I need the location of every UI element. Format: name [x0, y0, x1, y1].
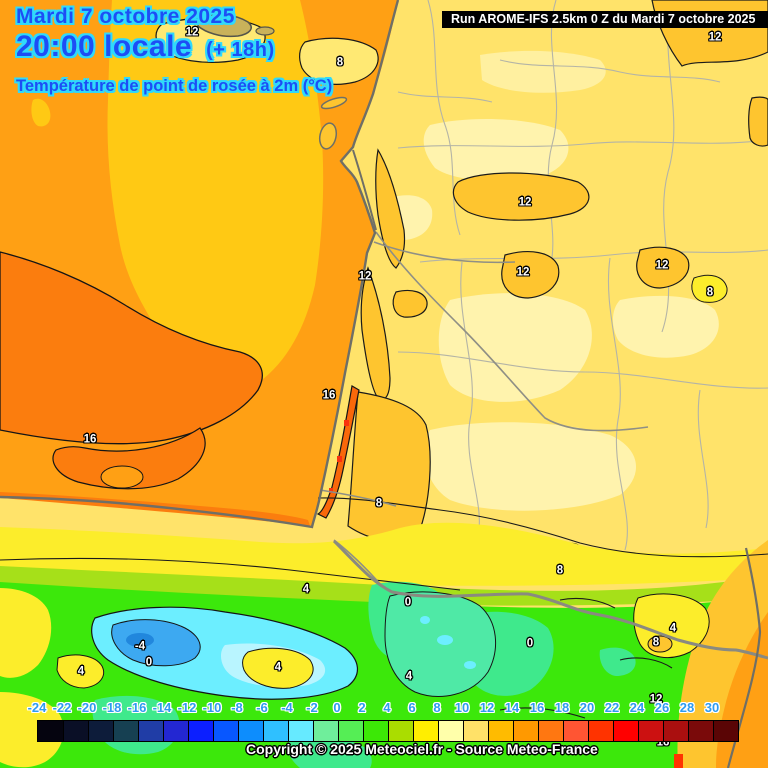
forecast-offset: (+ 18h)	[206, 39, 275, 61]
scale-segment	[113, 721, 138, 741]
scale-tick-label: 28	[679, 700, 695, 715]
scale-segment	[263, 721, 288, 741]
scale-segment	[63, 721, 88, 741]
scale-segment	[363, 721, 388, 741]
scale-segment	[163, 721, 188, 741]
scale-tick-label: 2	[358, 700, 366, 715]
scale-segment	[463, 721, 488, 741]
scale-segment	[713, 721, 738, 741]
scale-tick-label: -20	[77, 700, 97, 715]
scale-tick-label: 20	[579, 700, 595, 715]
sea-humid-zone	[0, 251, 263, 445]
dordogne-river	[373, 241, 516, 264]
scale-segment	[138, 721, 163, 741]
scale-segment	[188, 721, 213, 741]
scale-segment	[663, 721, 688, 741]
scale-tick-label: 22	[604, 700, 620, 715]
scale-segment	[313, 721, 338, 741]
pyrenees-ridge	[332, 539, 768, 660]
date-title: Mardi 7 octobre 2025	[16, 5, 235, 28]
mediterranean-coastline	[726, 547, 762, 768]
gironde-estuary-bank	[352, 149, 377, 231]
scale-tick-label: 24	[629, 700, 645, 715]
parameter-subtitle: Température de point de rosée à 2m (°C)	[16, 77, 333, 95]
local-time: 20:00 locale	[16, 30, 193, 63]
scale-segment	[513, 721, 538, 741]
copyright-text: Copyright © 2025 Meteociel.fr - Source M…	[246, 741, 598, 757]
scale-segment	[88, 721, 113, 741]
scale-segment	[338, 721, 363, 741]
land-yellow-patches	[691, 274, 728, 303]
scale-segment	[413, 721, 438, 741]
scale-tick-label: 4	[383, 700, 391, 715]
scale-tick-label: 18	[554, 700, 570, 715]
run-info-bar: Run AROME-IFS 2.5km 0 Z du Mardi 7 octob…	[442, 11, 768, 28]
title-block: Mardi 7 octobre 2025 20:00 locale (+ 18h)…	[16, 5, 332, 96]
scale-segment	[238, 721, 263, 741]
scale-tick-label: 12	[479, 700, 495, 715]
scale-tick-label: 10	[454, 700, 470, 715]
scale-tick-label: 16	[529, 700, 545, 715]
scale-segment	[438, 721, 463, 741]
scale-tick-label: 6	[408, 700, 416, 715]
scale-tick-label: -16	[127, 700, 147, 715]
department-borders	[397, 0, 768, 551]
scale-segment	[38, 721, 63, 741]
scale-tick-label: 30	[704, 700, 720, 715]
scale-segment	[638, 721, 663, 741]
scale-tick-label: -6	[256, 700, 268, 715]
time-title: 20:00 locale (+ 18h)	[16, 30, 332, 64]
sea-layer	[0, 0, 398, 526]
color-scale-bar	[37, 720, 739, 742]
coastal-humid-strip	[316, 385, 360, 519]
scale-tick-label: -18	[102, 700, 122, 715]
land-gold-patches	[347, 0, 768, 563]
scale-tick-label: -4	[281, 700, 293, 715]
scale-tick-label: -12	[177, 700, 197, 715]
scale-tick-label: 14	[504, 700, 520, 715]
scale-tick-label: -8	[231, 700, 243, 715]
scale-tick-label: -22	[52, 700, 72, 715]
scale-segment	[563, 721, 588, 741]
scale-tick-label: -14	[152, 700, 172, 715]
scale-tick-label: -10	[202, 700, 222, 715]
scale-segment	[288, 721, 313, 741]
scale-tick-label: -2	[306, 700, 318, 715]
scale-tick-label: 0	[333, 700, 341, 715]
scale-segment	[613, 721, 638, 741]
scale-segment	[488, 721, 513, 741]
garonne-river	[375, 231, 649, 432]
scale-segment	[588, 721, 613, 741]
scale-tick-label: 26	[654, 700, 670, 715]
scale-segment	[388, 721, 413, 741]
scale-tick-labels: -24 -22 -20 -18 -16 -14 -12 -10 -8 -6 -4 -2 0 2 4 6 8 10 1…	[28, 700, 737, 717]
scale-segment	[213, 721, 238, 741]
scale-segment	[688, 721, 713, 741]
scale-tick-label: -24	[27, 700, 47, 715]
sea-gold-wedge	[107, 0, 324, 389]
atlantic-coastline	[0, 0, 400, 529]
scale-segment	[538, 721, 563, 741]
scale-tick-label: 8	[433, 700, 441, 715]
